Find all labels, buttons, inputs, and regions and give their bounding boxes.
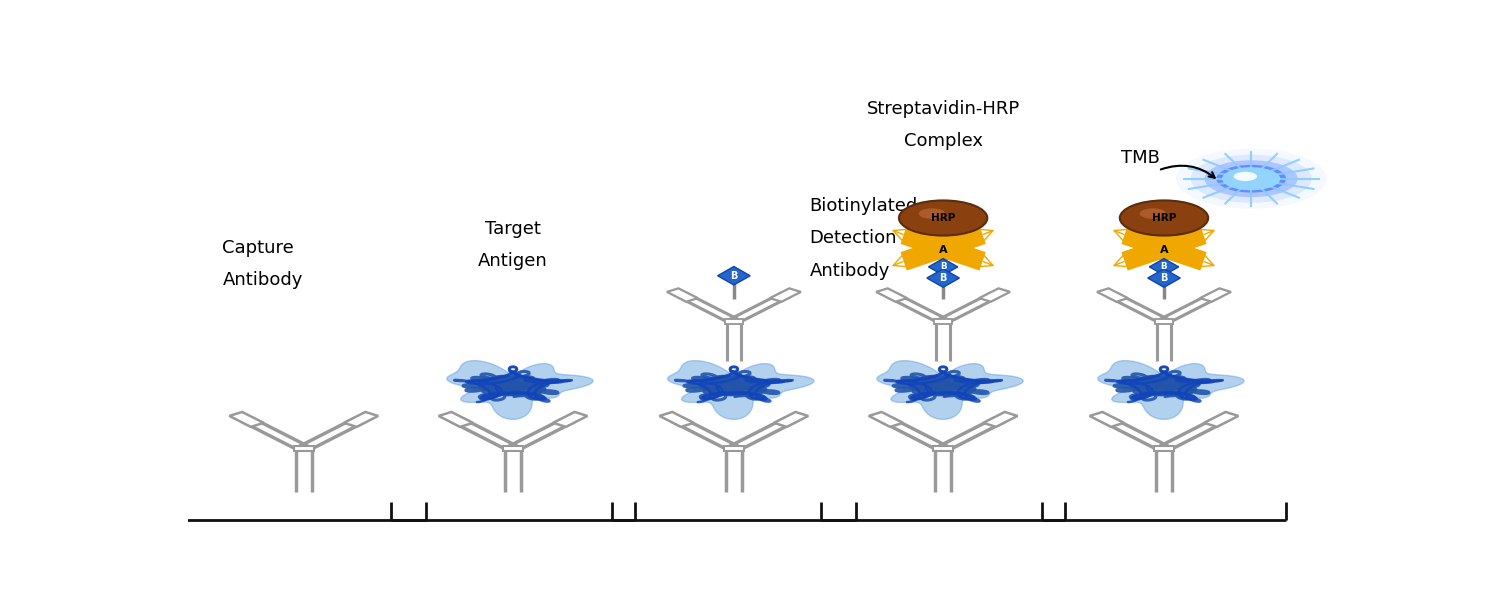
Text: Antibody: Antibody: [810, 262, 889, 280]
Bar: [503, 446, 524, 451]
Circle shape: [1120, 200, 1208, 236]
Circle shape: [898, 200, 987, 236]
Polygon shape: [447, 361, 592, 419]
Polygon shape: [1149, 259, 1179, 275]
Polygon shape: [1204, 412, 1239, 427]
Polygon shape: [344, 412, 378, 427]
Bar: [294, 446, 314, 451]
Text: Capture: Capture: [222, 239, 294, 257]
Circle shape: [1176, 149, 1326, 209]
Text: A: A: [939, 245, 948, 256]
Polygon shape: [668, 361, 814, 419]
Text: HRP: HRP: [1152, 213, 1176, 223]
Text: Streptavidin-HRP: Streptavidin-HRP: [867, 100, 1020, 118]
Polygon shape: [1148, 269, 1180, 287]
Text: Detection: Detection: [810, 229, 897, 247]
Polygon shape: [438, 412, 472, 427]
Bar: [934, 319, 952, 324]
Text: B: B: [939, 273, 946, 283]
Polygon shape: [876, 289, 908, 302]
Text: Target: Target: [484, 220, 542, 238]
FancyBboxPatch shape: [1136, 236, 1192, 260]
Circle shape: [1216, 165, 1286, 193]
Text: Antigen: Antigen: [478, 253, 548, 271]
Polygon shape: [660, 412, 694, 427]
Circle shape: [1140, 208, 1166, 219]
Text: B: B: [730, 271, 738, 281]
Bar: [724, 319, 742, 324]
Polygon shape: [982, 412, 1017, 427]
Polygon shape: [980, 289, 1010, 302]
Polygon shape: [774, 412, 808, 427]
Polygon shape: [668, 289, 698, 302]
Circle shape: [920, 208, 945, 219]
Polygon shape: [554, 412, 588, 427]
Circle shape: [1233, 172, 1257, 181]
FancyBboxPatch shape: [914, 236, 972, 260]
Polygon shape: [770, 289, 801, 302]
Text: Antibody: Antibody: [222, 271, 303, 289]
Polygon shape: [928, 259, 958, 275]
Circle shape: [1204, 160, 1298, 197]
Bar: [723, 446, 744, 451]
Bar: [1155, 319, 1173, 324]
Bar: [933, 446, 954, 451]
Polygon shape: [1096, 289, 1128, 302]
Polygon shape: [1200, 289, 1231, 302]
Text: B: B: [1161, 273, 1167, 283]
Polygon shape: [868, 412, 903, 427]
Bar: [1154, 446, 1174, 451]
Text: HRP: HRP: [932, 213, 956, 223]
Polygon shape: [1098, 361, 1244, 419]
Polygon shape: [878, 361, 1023, 419]
Polygon shape: [230, 412, 264, 427]
Circle shape: [1222, 167, 1280, 190]
Polygon shape: [1089, 412, 1124, 427]
Text: TMB: TMB: [1122, 149, 1160, 167]
Text: B: B: [940, 262, 946, 271]
Text: Biotinylated: Biotinylated: [810, 197, 918, 215]
Text: A: A: [1160, 245, 1168, 256]
Text: Complex: Complex: [903, 132, 983, 150]
Polygon shape: [927, 269, 960, 287]
Circle shape: [1191, 155, 1311, 203]
Polygon shape: [717, 266, 750, 285]
Text: B: B: [1161, 262, 1167, 271]
